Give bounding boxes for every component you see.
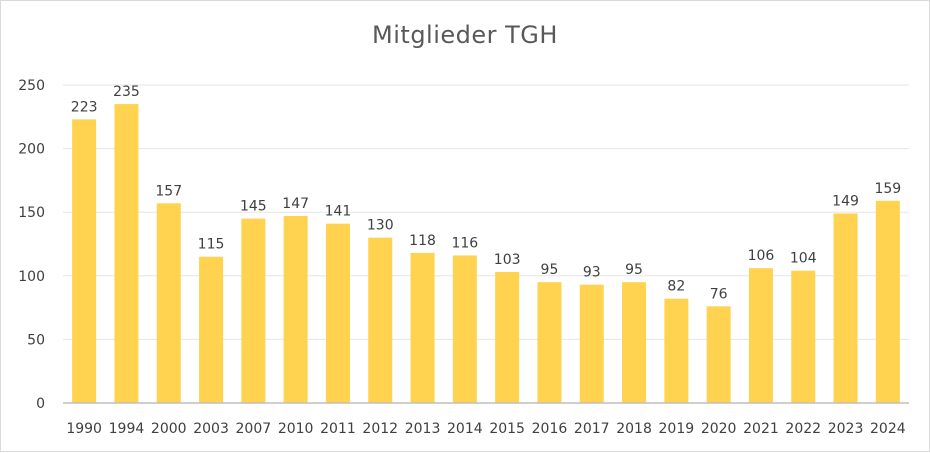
data-label: 103 — [494, 252, 521, 268]
x-tick-label: 2020 — [701, 421, 737, 437]
x-tick-label: 2000 — [151, 421, 187, 437]
y-tick-label: 150 — [18, 205, 45, 221]
bar — [325, 223, 350, 403]
x-tick-label: 1990 — [66, 421, 102, 437]
data-label: 116 — [451, 235, 478, 251]
bar — [706, 306, 731, 403]
x-tick-label: 2013 — [405, 421, 441, 437]
data-label: 157 — [155, 183, 182, 199]
x-tick-label: 2003 — [193, 421, 229, 437]
data-label: 223 — [71, 99, 98, 115]
bar — [622, 282, 647, 403]
data-label: 235 — [113, 84, 140, 100]
data-label: 76 — [710, 286, 728, 302]
y-tick-label: 50 — [27, 332, 45, 348]
bar — [410, 252, 435, 403]
x-tick-label: 1994 — [109, 421, 145, 437]
x-tick-label: 2018 — [616, 421, 652, 437]
y-tick-label: 250 — [18, 78, 45, 94]
data-labels: 223 235 157 115 145 147 141 130 118 116 103 95 93 95 8… — [71, 84, 901, 302]
x-tick-label: 2022 — [785, 421, 821, 437]
y-tick-label: 100 — [18, 269, 45, 285]
data-label: 106 — [748, 248, 775, 264]
x-tick-label: 2016 — [532, 421, 568, 437]
data-label: 115 — [198, 237, 225, 253]
bar — [537, 282, 562, 403]
bar — [283, 216, 308, 403]
bar — [241, 218, 266, 403]
bar — [72, 119, 97, 404]
data-label: 141 — [325, 204, 352, 220]
data-label: 145 — [240, 199, 267, 215]
bar — [114, 104, 139, 403]
bar — [748, 268, 773, 403]
data-label: 93 — [583, 265, 601, 281]
data-label: 118 — [409, 233, 436, 249]
bar — [199, 256, 224, 403]
bar — [664, 298, 689, 403]
x-tick-label: 2015 — [489, 421, 525, 437]
bars — [72, 104, 900, 404]
data-label: 149 — [832, 193, 859, 209]
data-label: 82 — [667, 279, 685, 295]
y-tick-label: 0 — [36, 396, 45, 412]
gridlines — [63, 84, 909, 340]
bar — [156, 203, 181, 403]
chart-title: Mitglieder TGH — [372, 21, 558, 49]
x-tick-label: 2011 — [320, 421, 356, 437]
x-tick-label: 2017 — [574, 421, 610, 437]
data-label: 104 — [790, 251, 817, 267]
x-tick-label: 2019 — [659, 421, 695, 437]
x-tick-label: 2007 — [236, 421, 272, 437]
bar — [368, 237, 393, 403]
x-tick-label: 2021 — [743, 421, 779, 437]
x-tick-label: 2014 — [447, 421, 483, 437]
x-tick-label: 2024 — [870, 421, 906, 437]
bar — [579, 284, 604, 403]
bar — [875, 200, 900, 403]
x-tick-label: 2012 — [362, 421, 398, 437]
data-label: 95 — [625, 262, 643, 278]
x-tick-label: 2023 — [828, 421, 864, 437]
data-label: 147 — [282, 196, 309, 212]
x-tick-label: 2010 — [278, 421, 314, 437]
bar — [452, 255, 477, 403]
data-label: 159 — [874, 181, 901, 197]
bar — [833, 213, 858, 403]
y-tick-label: 200 — [18, 142, 45, 158]
bar — [791, 270, 816, 403]
x-axis-ticks: 1990 1994 2000 2003 2007 2010 2011 2012 2013 2014… — [66, 421, 905, 437]
data-label: 130 — [367, 218, 394, 234]
y-axis-ticks: 0 50 100 150 200 250 — [18, 78, 45, 412]
data-label: 95 — [541, 262, 559, 278]
bar — [495, 271, 520, 403]
